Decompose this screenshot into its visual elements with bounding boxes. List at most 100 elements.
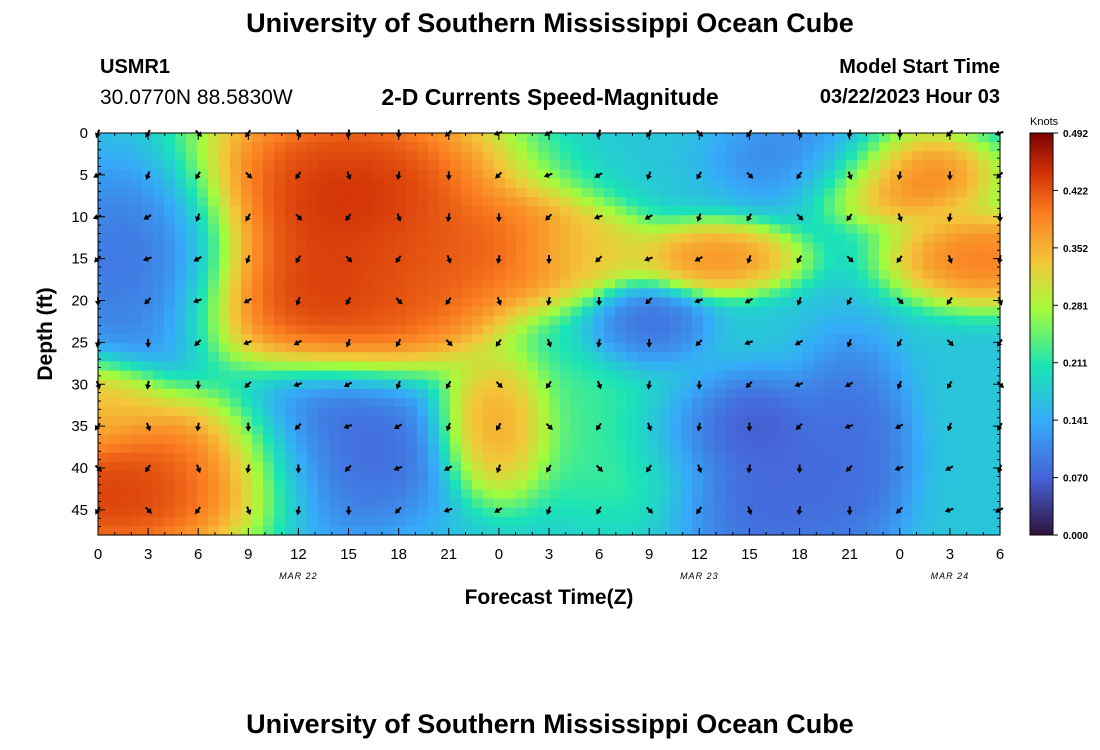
heatmap-cell <box>406 416 418 426</box>
heatmap-cell <box>417 251 429 262</box>
heatmap-cell <box>934 388 946 399</box>
heatmap-cell <box>901 288 913 299</box>
heatmap-cell <box>978 196 990 207</box>
heatmap-cell <box>648 379 660 390</box>
heatmap-cell <box>747 215 759 225</box>
current-arrow <box>744 297 753 304</box>
heatmap-cell <box>967 480 979 490</box>
heatmap-cell <box>692 288 704 299</box>
heatmap-cell <box>505 425 517 436</box>
heatmap-cell <box>813 480 825 490</box>
heatmap-cell <box>461 160 473 171</box>
heatmap-cell <box>714 416 726 426</box>
y-tick-label: 15 <box>71 251 88 268</box>
heatmap-cell <box>483 425 495 436</box>
heatmap-cell <box>791 416 803 426</box>
heatmap-cell <box>472 187 484 198</box>
heatmap-cell <box>384 187 396 198</box>
heatmap-cell <box>362 151 374 162</box>
heatmap-cell <box>945 407 957 417</box>
heatmap-cell <box>230 215 242 225</box>
heatmap-cell <box>659 388 671 399</box>
y-tick-label: 35 <box>71 418 88 435</box>
heatmap-cell <box>549 260 561 271</box>
heatmap-cell <box>230 507 242 518</box>
heatmap-cell <box>516 343 528 353</box>
heatmap-cell <box>109 206 121 216</box>
heatmap-cell <box>945 352 957 363</box>
heatmap-cell <box>417 178 429 189</box>
heatmap-cell <box>747 160 759 171</box>
heatmap-cell <box>373 461 385 472</box>
heatmap-cell <box>846 242 858 253</box>
heatmap-cell <box>615 370 627 381</box>
heatmap-cell <box>593 151 605 162</box>
heatmap-cell <box>351 480 363 490</box>
heatmap-cell <box>505 480 517 490</box>
heatmap-cell <box>582 498 594 509</box>
heatmap-cell <box>340 151 352 162</box>
heatmap-cell <box>538 151 550 162</box>
heatmap-cell <box>736 452 748 463</box>
heatmap-cell <box>626 471 638 481</box>
heatmap-cell <box>978 416 990 426</box>
heatmap-cell <box>197 489 209 500</box>
y-tick-label: 45 <box>71 502 88 519</box>
heatmap-cell <box>714 215 726 225</box>
heatmap-cell <box>142 343 154 353</box>
heatmap-cell <box>692 306 704 317</box>
x-tick-label: 6 <box>996 546 1004 563</box>
heatmap-cell <box>98 352 110 363</box>
heatmap-cell <box>318 215 330 225</box>
heatmap-cell <box>956 461 968 472</box>
heatmap-cell <box>252 516 264 527</box>
heatmap-cell <box>505 160 517 171</box>
heatmap-cell <box>296 206 308 216</box>
heatmap-cell <box>714 242 726 253</box>
heatmap-cell <box>307 233 319 244</box>
heatmap-cell <box>835 498 847 509</box>
heatmap-cell <box>142 397 154 408</box>
heatmap-cell <box>637 160 649 171</box>
heatmap-cell <box>747 260 759 271</box>
heatmap-cell <box>967 452 979 463</box>
heatmap-cell <box>681 507 693 518</box>
heatmap-cell <box>714 516 726 527</box>
heatmap-cell <box>681 452 693 463</box>
heatmap-cell <box>252 224 264 235</box>
heatmap-cell <box>208 416 220 426</box>
heatmap-cell <box>153 516 165 527</box>
heatmap-cell <box>538 169 550 180</box>
heatmap-cell <box>241 279 253 289</box>
heatmap-cell <box>219 507 231 518</box>
heatmap-cell <box>494 196 506 207</box>
heatmap-cell <box>615 206 627 216</box>
heatmap-cell <box>230 324 242 335</box>
heatmap-cell <box>780 133 792 143</box>
heatmap-cell <box>890 324 902 335</box>
heatmap-cell <box>824 306 836 317</box>
heatmap-cell <box>802 242 814 253</box>
heatmap-cell <box>868 425 880 436</box>
heatmap-cell <box>934 306 946 317</box>
heatmap-cell <box>406 434 418 445</box>
heatmap-cell <box>373 388 385 399</box>
heatmap-cell <box>219 516 231 527</box>
heatmap-cell <box>285 489 297 500</box>
heatmap-cell <box>318 434 330 445</box>
heatmap-cell <box>703 334 715 344</box>
heatmap-cell <box>868 224 880 235</box>
heatmap-cell <box>131 525 143 536</box>
heatmap-cell <box>615 196 627 207</box>
heatmap-cell <box>571 270 583 280</box>
heatmap-cell <box>846 343 858 353</box>
heatmap-cell <box>989 370 1001 381</box>
heatmap-cell <box>890 525 902 536</box>
heatmap-cell <box>549 242 561 253</box>
heatmap-cell <box>945 260 957 271</box>
heatmap-cell <box>901 388 913 399</box>
heatmap-cell <box>571 388 583 399</box>
heatmap-cell <box>802 315 814 326</box>
heatmap-cell <box>109 416 121 426</box>
